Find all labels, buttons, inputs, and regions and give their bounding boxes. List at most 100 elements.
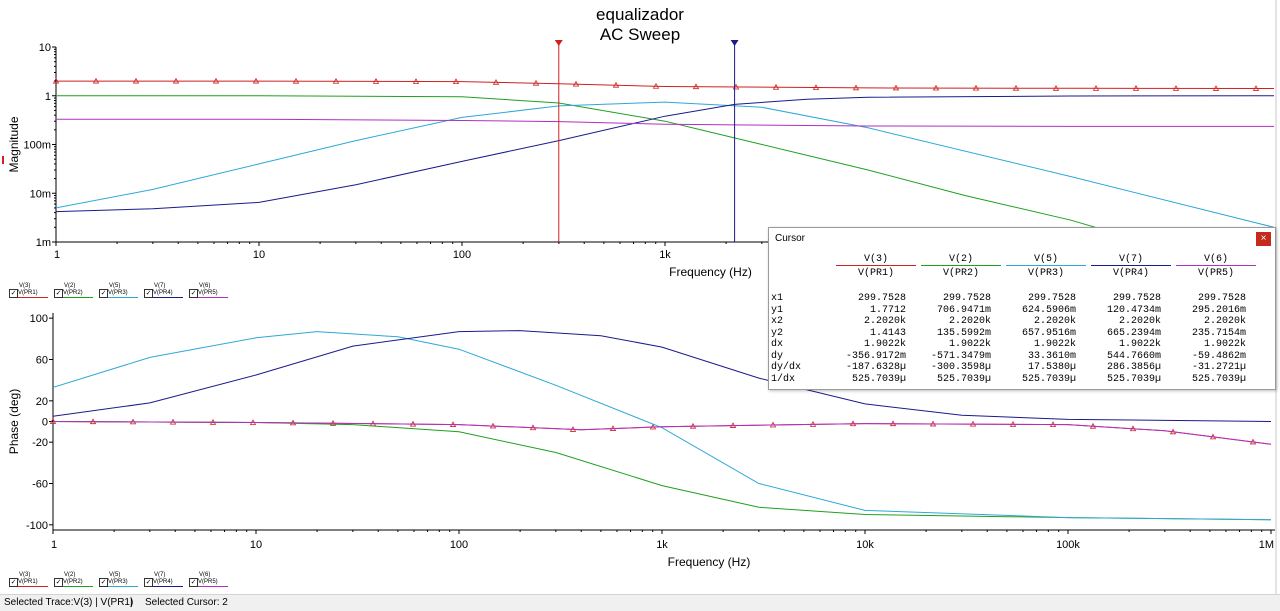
legend-checkbox[interactable]: ✓ bbox=[54, 578, 63, 587]
y-tick-label: 1m bbox=[36, 237, 51, 249]
selected-cursor-status: Selected Cursor: 2 bbox=[145, 597, 228, 608]
series-marker bbox=[1012, 84, 1020, 91]
series-line-v7[interactable] bbox=[53, 330, 1272, 422]
cursor-col-probe: V(PR5) bbox=[1197, 268, 1234, 279]
x-tick-label: 1 bbox=[51, 539, 57, 551]
cursor-value-cell: 299.7528 bbox=[1027, 293, 1076, 304]
legend-probe-name: V(PR4) bbox=[153, 290, 173, 296]
legend-probe-name: V(PR5) bbox=[198, 579, 218, 585]
x-tick-label: 10 bbox=[253, 249, 265, 261]
legend-checkbox[interactable]: ✓ bbox=[99, 578, 108, 587]
series-marker bbox=[292, 77, 300, 84]
cursor-window[interactable]: Cursor × V(3) V(PR1) V(2) V(PR2) V(5) V(PR3) V… bbox=[768, 227, 1276, 390]
cursor-col-color-line bbox=[921, 265, 1001, 266]
legend-item-vpr4[interactable]: V(7) ✓ V(PR4) bbox=[140, 283, 183, 301]
series-line-v3[interactable] bbox=[56, 80, 1275, 89]
plot-title-line2: AC Sweep bbox=[599, 25, 681, 44]
series-marker bbox=[492, 79, 500, 85]
y-tick-label: 10m bbox=[30, 188, 51, 200]
y-tick-label: 100m bbox=[23, 140, 51, 152]
cursor-value-cell: 2.2020k bbox=[948, 316, 991, 327]
y-tick-label: -100 bbox=[26, 520, 48, 532]
cursor-value-cell: -300.3598µ bbox=[930, 362, 991, 373]
legend-checkbox[interactable]: ✓ bbox=[9, 578, 18, 587]
cursor-window-title: Cursor bbox=[775, 233, 806, 244]
legend-checkbox[interactable]: ✓ bbox=[189, 578, 198, 587]
series-line-v3[interactable] bbox=[53, 421, 1272, 445]
x-axis-label: Frequency (Hz) bbox=[669, 265, 752, 279]
cursor-value-cell: 525.7039µ bbox=[1106, 373, 1161, 385]
legend-checkbox[interactable]: ✓ bbox=[54, 289, 63, 298]
legend-item-vpr1[interactable]: V(3) ✓ V(PR1) bbox=[5, 283, 48, 301]
legend-item-vpr3[interactable]: V(5) ✓ V(PR3) bbox=[95, 572, 138, 590]
legend-probe-name: V(PR5) bbox=[198, 290, 218, 296]
series-line-v6[interactable] bbox=[53, 421, 1272, 445]
legend-checkbox[interactable]: ✓ bbox=[189, 289, 198, 298]
legend-trace-name: V(2) bbox=[64, 283, 76, 289]
legend-item-vpr3[interactable]: V(5) ✓ V(PR3) bbox=[95, 283, 138, 301]
legend-trace-name: V(5) bbox=[109, 283, 121, 289]
legend-item-vpr2[interactable]: V(2) ✓ V(PR2) bbox=[50, 572, 93, 590]
legend-color-swatch bbox=[153, 586, 183, 587]
legend-probe-name: V(PR4) bbox=[153, 579, 173, 585]
series-marker bbox=[212, 77, 220, 84]
legend-checkbox[interactable]: ✓ bbox=[144, 578, 153, 587]
series-line-v2[interactable] bbox=[56, 95, 1133, 239]
cursor-col-trace: V(5) bbox=[1033, 254, 1058, 265]
cursor-value-cell: 657.9516m bbox=[1021, 327, 1076, 339]
cursor-value-cell: 706.9471m bbox=[936, 304, 991, 316]
series-line-v7[interactable] bbox=[56, 95, 1275, 213]
cursor-col-color-line bbox=[836, 265, 916, 266]
cursor-value-cell: 235.7154m bbox=[1191, 327, 1246, 339]
legend-color-swatch bbox=[18, 297, 48, 298]
cursor-row-label: y2 bbox=[771, 327, 784, 339]
close-icon[interactable]: × bbox=[1256, 232, 1271, 246]
legend-checkbox[interactable]: ✓ bbox=[9, 289, 18, 298]
legend-color-swatch bbox=[153, 297, 183, 298]
x-tick-label: 100 bbox=[453, 249, 471, 261]
legend-checkbox[interactable]: ✓ bbox=[99, 289, 108, 298]
cursor-col-color-line bbox=[1006, 265, 1086, 266]
series-marker bbox=[252, 77, 260, 84]
legend-trace-name: V(5) bbox=[109, 572, 121, 578]
series-marker bbox=[172, 77, 180, 84]
legend-item-vpr1[interactable]: V(3) ✓ V(PR1) bbox=[5, 572, 48, 590]
cursor-value-cell: 525.7039µ bbox=[936, 373, 991, 385]
y-tick-label: 10 bbox=[39, 42, 51, 54]
legend-trace-name: V(3) bbox=[19, 572, 31, 578]
x-tick-label: 1k bbox=[656, 539, 668, 551]
legend-color-swatch bbox=[198, 297, 228, 298]
series-marker bbox=[1252, 85, 1260, 91]
series-line-v5[interactable] bbox=[53, 331, 1272, 521]
status-separator: | bbox=[130, 597, 133, 608]
legend-item-vpr2[interactable]: V(2) ✓ V(PR2) bbox=[50, 283, 93, 301]
series-marker bbox=[52, 77, 60, 84]
series-line-v2[interactable] bbox=[53, 421, 1272, 521]
legend-probe-name: V(PR2) bbox=[63, 290, 83, 296]
series-line-v6[interactable] bbox=[56, 118, 1274, 127]
legend-probe-name: V(PR3) bbox=[108, 290, 128, 296]
legend-item-vpr4[interactable]: V(7) ✓ V(PR4) bbox=[140, 572, 183, 590]
cursor-1-handle[interactable] bbox=[554, 40, 563, 46]
status-bar: Selected Trace:V(3) | V(PR1) | Selected … bbox=[0, 594, 1280, 611]
legend-item-vpr5[interactable]: V(6) ✓ V(PR5) bbox=[185, 283, 228, 301]
plot-title-line1: equalizador bbox=[596, 5, 684, 24]
series-marker bbox=[972, 84, 980, 91]
x-tick-label: 10 bbox=[250, 539, 262, 551]
cursor-value-cell: 665.2394m bbox=[1106, 327, 1161, 339]
cursor-row-label: 1/dx bbox=[771, 373, 796, 385]
series-marker bbox=[692, 83, 700, 90]
cursor-col-trace: V(7) bbox=[1118, 254, 1143, 265]
legend-item-vpr5[interactable]: V(6) ✓ V(PR5) bbox=[185, 572, 228, 590]
chart-panel-2: 1 10 100 1k 10k 100k 1M 100 60 20 0 -20 -60 -100 Frequ… bbox=[7, 313, 1275, 569]
cursor-row-label: x1 bbox=[771, 293, 784, 304]
series-marker bbox=[572, 80, 580, 87]
legend-checkbox[interactable]: ✓ bbox=[144, 289, 153, 298]
cursor-2-handle[interactable] bbox=[730, 40, 739, 46]
legend-trace-name: V(7) bbox=[154, 283, 166, 289]
series-marker bbox=[652, 82, 660, 89]
series-marker bbox=[772, 83, 780, 90]
cursor-row-label: dy bbox=[771, 350, 784, 362]
cursor-value-cell: 135.5992m bbox=[936, 327, 991, 339]
